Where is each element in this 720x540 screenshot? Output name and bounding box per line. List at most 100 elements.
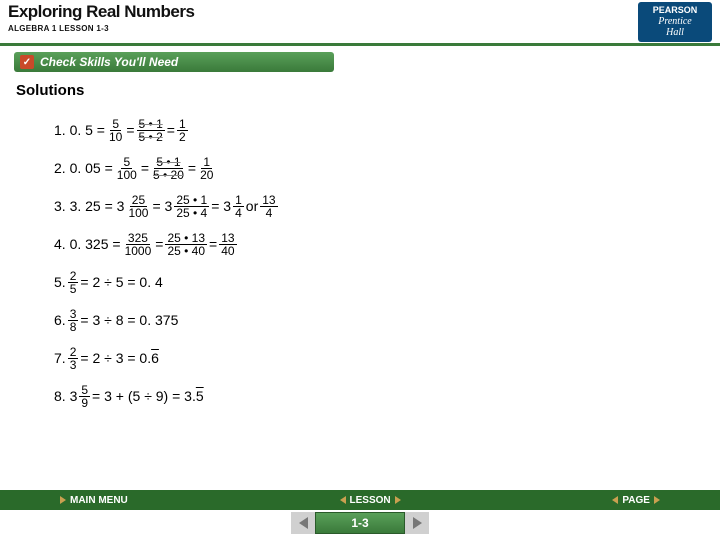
denominator: 5 — [68, 283, 79, 295]
denominator: 2 — [177, 131, 188, 143]
repeating-bar: 6 — [151, 350, 159, 366]
footer: MAIN MENU LESSON PAGE 1-3 — [0, 490, 720, 540]
denominator: 10 — [107, 131, 124, 143]
logo-line2: Prentice — [658, 16, 692, 27]
text: 8. 3 — [54, 388, 77, 404]
fraction: 25 • 1325 • 40 — [165, 232, 207, 257]
main-menu-button[interactable]: MAIN MENU — [60, 495, 128, 506]
strike-text: 5 • 1 — [139, 117, 163, 131]
denominator: 25 • 40 — [165, 245, 207, 257]
equals: = — [141, 160, 149, 176]
nav-label: PAGE — [622, 495, 650, 506]
triangle-right-icon — [395, 496, 401, 504]
page-title: Exploring Real Numbers — [8, 2, 194, 22]
text: 3. 3. 25 = 3 — [54, 198, 124, 214]
numerator: 25 • 13 — [165, 232, 207, 245]
text: 5. — [54, 274, 66, 290]
logo-line1: PEARSON — [653, 6, 698, 16]
page-button[interactable]: PAGE — [612, 495, 660, 506]
triangle-left-icon — [340, 496, 346, 504]
nav-bar: MAIN MENU LESSON PAGE — [0, 490, 720, 510]
fraction: 5 • 15 • 20 — [151, 156, 186, 181]
fraction: 59 — [79, 384, 90, 409]
fraction: 23 — [68, 346, 79, 371]
content: Solutions 1. 0. 5 = 510 = 5 • 15 • 2 = 1… — [0, 72, 720, 415]
lesson-button[interactable]: LESSON — [340, 495, 401, 506]
triangle-left-icon — [612, 496, 618, 504]
check-icon: ✓ — [20, 55, 34, 69]
numerator: 1 — [233, 194, 244, 207]
fraction: 120 — [198, 156, 215, 181]
repeating-bar: 5 — [196, 388, 204, 404]
fraction: 134 — [260, 194, 277, 219]
triangle-right-icon — [60, 496, 66, 504]
text: or — [246, 198, 258, 214]
denominator: 9 — [79, 397, 90, 409]
equals: = — [167, 122, 175, 138]
page-indicator: 1-3 — [0, 512, 720, 540]
triangle-left-icon — [299, 517, 308, 529]
text: 2. 0. 05 = — [54, 160, 113, 176]
fraction: 14 — [233, 194, 244, 219]
publisher-logo: PEARSON Prentice Hall — [638, 2, 712, 42]
header-left: Exploring Real Numbers ALGEBRA 1 LESSON … — [8, 2, 194, 33]
solutions-heading: Solutions — [16, 82, 706, 99]
solution-line-5: 5. 25 = 2 ÷ 5 = 0. 4 — [54, 263, 706, 301]
next-page-button[interactable] — [405, 512, 429, 534]
numerator: 13 — [219, 232, 236, 245]
solution-line-8: 8. 3 59 = 3 + (5 ÷ 9) = 3.5 — [54, 377, 706, 415]
strike-text: 5 • 2 — [139, 130, 163, 144]
equals: = — [155, 236, 163, 252]
denominator: 20 — [198, 169, 215, 181]
denominator: 25 • 4 — [174, 207, 209, 219]
numerator: 3 — [68, 308, 79, 321]
numerator: 5 — [79, 384, 90, 397]
text: = 3 — [211, 198, 231, 214]
solution-line-7: 7. 23 = 2 ÷ 3 = 0.6 — [54, 339, 706, 377]
denominator: 100 — [115, 169, 139, 181]
logo-line3: Hall — [666, 27, 684, 38]
denominator: 5 • 2 — [137, 131, 165, 143]
text: = 2 ÷ 5 = 0. 4 — [80, 274, 162, 290]
numerator: 2 — [68, 346, 79, 359]
solution-line-3: 3. 3. 25 = 3 25100 = 3 25 • 125 • 4 = 3 … — [54, 187, 706, 225]
triangle-right-icon — [654, 496, 660, 504]
strike-text: 5 • 20 — [153, 168, 184, 182]
numerator: 325 — [126, 232, 150, 245]
denominator: 3 — [68, 359, 79, 371]
equals: = — [188, 160, 196, 176]
fraction: 25 • 125 • 4 — [174, 194, 209, 219]
fraction: 25100 — [126, 194, 150, 219]
equals: = — [126, 122, 134, 138]
denominator: 100 — [126, 207, 150, 219]
numerator: 5 — [121, 156, 132, 169]
solution-line-6: 6. 38 = 3 ÷ 8 = 0. 375 — [54, 301, 706, 339]
denominator: 5 • 20 — [151, 169, 186, 181]
solution-line-2: 2. 0. 05 = 5100 = 5 • 15 • 20 = 120 — [54, 149, 706, 187]
numerator: 13 — [260, 194, 277, 207]
equals: = — [209, 236, 217, 252]
fraction: 38 — [68, 308, 79, 333]
solution-line-1: 1. 0. 5 = 510 = 5 • 15 • 2 = 12 — [54, 111, 706, 149]
check-skills-banner: ✓ Check Skills You'll Need — [14, 52, 334, 72]
prev-page-button[interactable] — [291, 512, 315, 534]
fraction: 1340 — [219, 232, 236, 257]
text: = 3 ÷ 8 = 0. 375 — [80, 312, 178, 328]
denominator: 4 — [233, 207, 244, 219]
numerator: 2 — [68, 270, 79, 283]
fraction: 510 — [107, 118, 124, 143]
denominator: 8 — [68, 321, 79, 333]
fraction: 12 — [177, 118, 188, 143]
text: 7. — [54, 350, 66, 366]
numerator: 25 • 1 — [174, 194, 209, 207]
denominator: 4 — [264, 207, 275, 219]
text: 6. — [54, 312, 66, 328]
fraction: 5 • 15 • 2 — [137, 118, 165, 143]
page-subtitle: ALGEBRA 1 LESSON 1-3 — [8, 24, 194, 33]
fraction: 25 — [68, 270, 79, 295]
text: = 2 ÷ 3 = 0. — [80, 350, 151, 366]
denominator: 1000 — [123, 245, 154, 257]
text: 1. 0. 5 = — [54, 122, 105, 138]
fraction: 3251000 — [123, 232, 154, 257]
denominator: 40 — [219, 245, 236, 257]
